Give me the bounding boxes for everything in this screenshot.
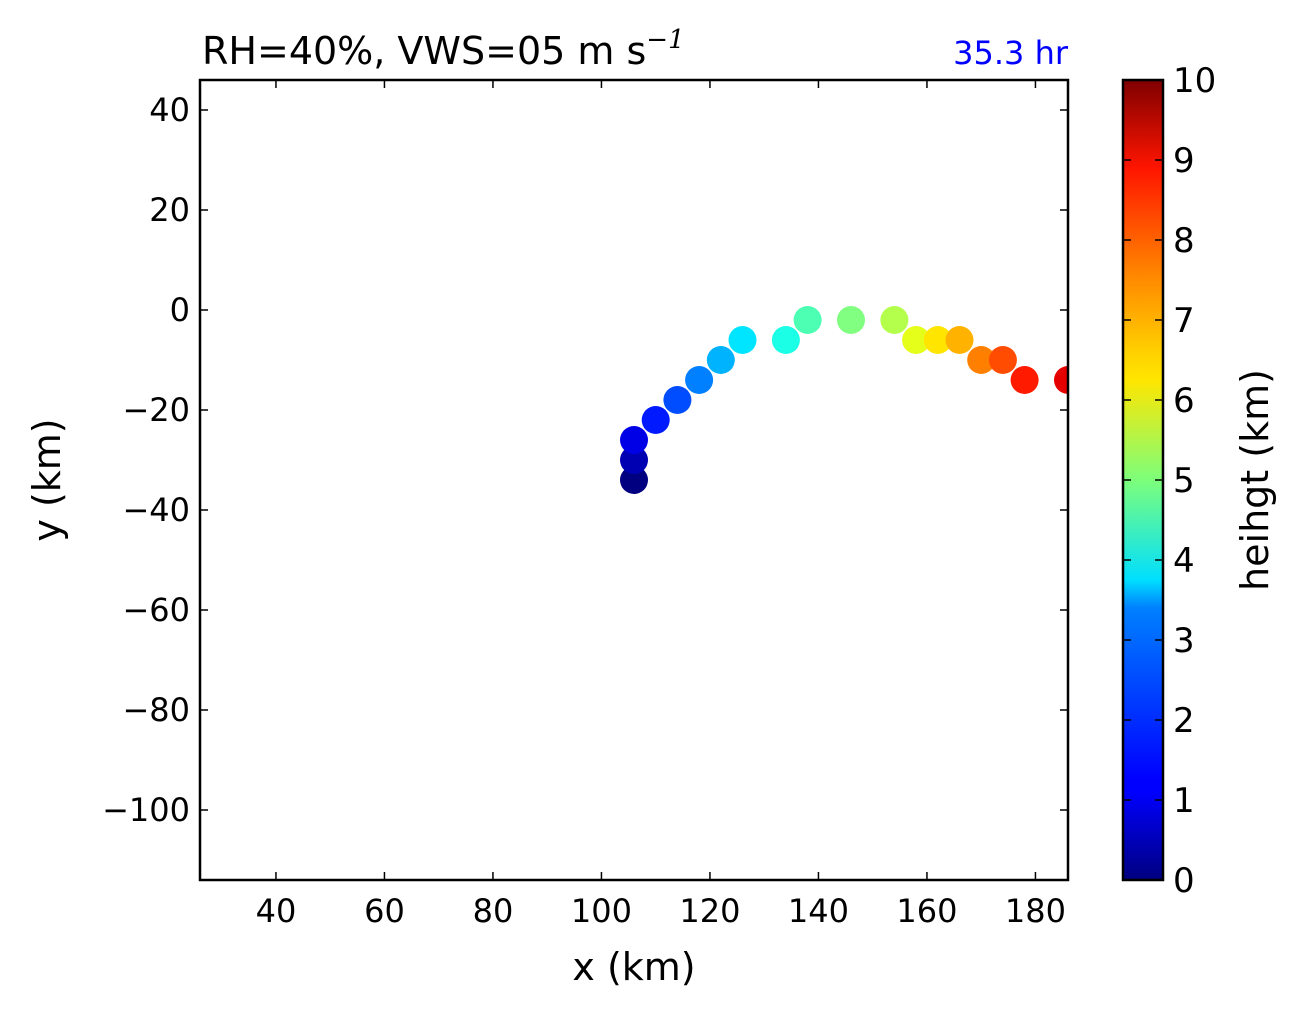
colorbar-label: heihgt (km) <box>1233 369 1277 591</box>
colorbar-tick-label: 10 <box>1173 61 1216 101</box>
colorbar-ticks: 0 1 2 3 4 5 6 7 8 9 10 <box>1123 61 1216 901</box>
colorbar-tick-label: 8 <box>1173 221 1195 261</box>
x-tick-label: 180 <box>1005 892 1066 930</box>
y-tick-label: −20 <box>122 391 190 429</box>
colorbar-tick-label: 9 <box>1173 141 1195 181</box>
x-tick-label: 40 <box>256 892 297 930</box>
colorbar-tick-label: 7 <box>1173 301 1195 341</box>
x-tick-label: 60 <box>364 892 405 930</box>
colorbar-tick-label: 2 <box>1173 701 1195 741</box>
x-tick-label: 80 <box>473 892 514 930</box>
data-point <box>1054 366 1068 394</box>
data-point <box>728 326 757 354</box>
colorbar-tick-label: 6 <box>1173 381 1195 421</box>
data-point <box>988 346 1017 374</box>
x-tick-label: 160 <box>896 892 957 930</box>
data-point <box>685 366 714 394</box>
time-label: 35.3 hr <box>953 34 1069 72</box>
y-axis-label: y (km) <box>25 418 69 541</box>
data-point <box>967 346 996 374</box>
y-tick-label: −40 <box>122 491 190 529</box>
data-point <box>641 406 670 434</box>
colorbar-tick-label: 0 <box>1173 861 1195 901</box>
data-point <box>793 306 822 334</box>
x-tick-label: 140 <box>788 892 849 930</box>
colorbar-tick-label: 3 <box>1173 621 1195 661</box>
y-tick-label: −80 <box>122 691 190 729</box>
x-tick-label: 100 <box>571 892 632 930</box>
data-point <box>902 326 931 354</box>
x-axis-label: x (km) <box>572 945 695 989</box>
data-point <box>620 466 648 494</box>
data-point <box>1010 366 1039 394</box>
x-tick-label: 120 <box>679 892 740 930</box>
y-tick-label: 0 <box>170 291 190 329</box>
data-point <box>880 306 909 334</box>
data-point <box>663 386 692 414</box>
data-point <box>837 306 865 334</box>
data-point <box>945 326 974 354</box>
data-point <box>620 446 648 474</box>
colorbar-tick-label: 5 <box>1173 461 1195 501</box>
y-tick-label: −60 <box>122 591 190 629</box>
y-tick-label: 40 <box>149 91 190 129</box>
data-point <box>706 346 735 374</box>
chart-title: RH=40%, VWS=05 m s−1 <box>202 25 685 73</box>
colorbar-tick-label: 4 <box>1173 541 1195 581</box>
data-point <box>923 326 952 354</box>
data-point <box>620 426 648 454</box>
data-point <box>771 326 800 354</box>
y-tick-label: −100 <box>102 791 190 829</box>
y-tick-label: 20 <box>149 191 190 229</box>
scatter-points <box>620 306 1068 494</box>
colorbar-tick-label: 1 <box>1173 781 1195 821</box>
plot-frame <box>198 78 1070 882</box>
axis-ticks: 40 60 80 100 120 140 160 180 40 20 0 −20 −40 −60 −80 −1… <box>102 80 1068 930</box>
